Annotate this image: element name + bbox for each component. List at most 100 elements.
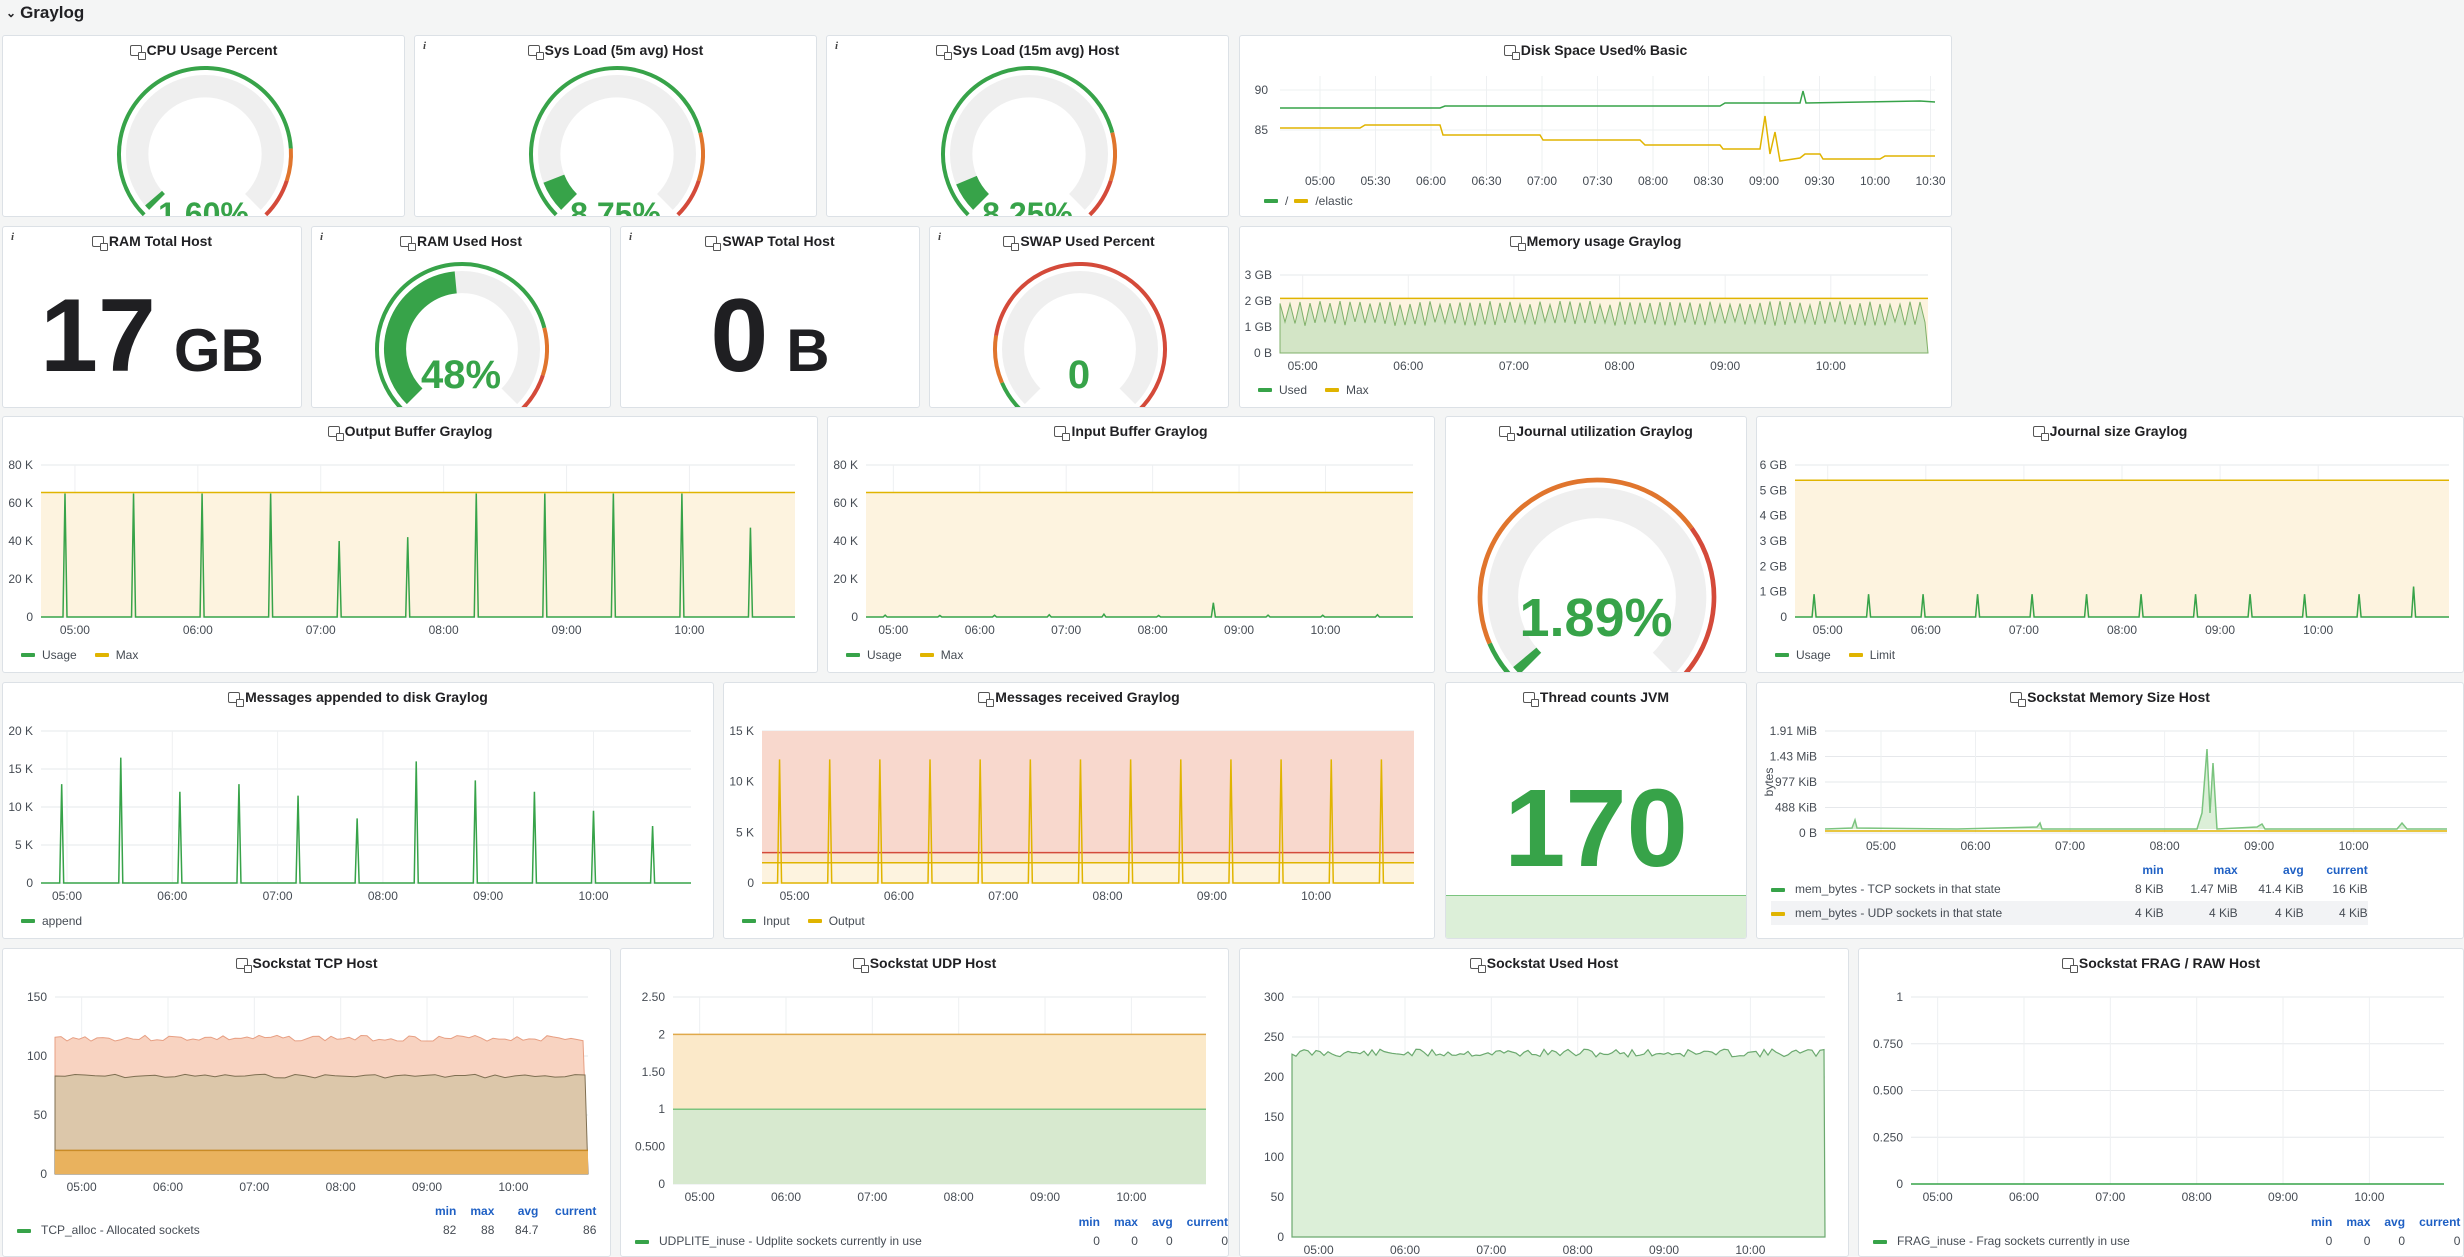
legend-item[interactable]: Max [920, 648, 964, 662]
legend-item[interactable]: Usage [1775, 648, 1831, 662]
legend-item[interactable]: Max [1325, 383, 1369, 397]
stat-value: 170 [1446, 765, 1746, 892]
y-tick-label: 150 [1264, 1110, 1284, 1124]
x-tick-label: 06:00 [965, 623, 995, 637]
y-tick-label: 0 [851, 610, 858, 624]
panel-thread-counts[interactable]: Thread counts JVM 170 [1445, 682, 1747, 939]
panel-sys-load-5m[interactable]: i Sys Load (5m avg) Host 8.75% [414, 35, 817, 217]
panel-sockstat-memory[interactable]: Sockstat Memory Size Host 0 B 488 KiB 977 … [1756, 682, 2464, 939]
x-tick-label: 09:00 [412, 1180, 442, 1194]
panel-swap-used[interactable]: i SWAP Used Percent 0 [929, 226, 1229, 408]
y-tick-label: 1.91 MiB [1770, 724, 1817, 738]
x-tick-label: 08:30 [1693, 174, 1723, 188]
panel-journal-utilization[interactable]: Journal utilization Graylog 1.89% [1445, 416, 1747, 673]
legend-item[interactable]: Usage [21, 648, 77, 662]
output-buffer-chart: 020 K40 K60 K80 K05:00 06:00 07:00 08:00 09:… [3, 417, 818, 673]
panel-sockstat-frag[interactable]: Sockstat FRAG / RAW Host 0 0.250 0.500 0.75… [1858, 948, 2464, 1257]
x-tick-label: 06:00 [1390, 1243, 1420, 1257]
y-tick-label: 5 GB [1760, 483, 1787, 497]
legend-item[interactable]: Output [808, 914, 865, 928]
legend-row[interactable]: UDPLITE_inuse - Udplite sockets currentl… [635, 1229, 1228, 1253]
x-tick-label: 05:00 [1305, 174, 1335, 188]
y-tick-label: 0.500 [1873, 1084, 1903, 1098]
x-tick-label: 09:00 [1710, 359, 1740, 373]
legend-item[interactable]: /elastic [1294, 194, 1352, 208]
panel-messages-appended[interactable]: Messages appended to disk Graylog 0 5 K 10… [2, 682, 714, 939]
panel-input-buffer[interactable]: Input Buffer Graylog 0 20 K 40 K 60 K 80 K 05… [827, 416, 1435, 673]
legend-row[interactable]: mem_bytes - UDP sockets in that state 4 K… [1771, 901, 2368, 925]
panel-sockstat-used[interactable]: Sockstat Used Host 0 50 100 150 200 250 300 05:… [1239, 948, 1849, 1257]
x-tick-label: 10:00 [1735, 1243, 1765, 1257]
legend-item[interactable]: Input [742, 914, 790, 928]
x-tick-label: 07:00 [2055, 839, 2085, 853]
legend-row[interactable]: mem_bytes - TCP sockets in that state 8 K… [1771, 877, 2368, 901]
panel-output-buffer[interactable]: Output Buffer Graylog 0 20 K 40 K 60 K 80 K0… [2, 416, 818, 673]
panel-memory-usage[interactable]: Memory usage Graylog 0 B 1 GB 2 GB 3 GB 05:0… [1239, 226, 1952, 408]
legend-item[interactable]: / [1264, 194, 1288, 208]
gauge-threshold-arc [1111, 133, 1115, 181]
x-tick-label: 09:00 [1224, 623, 1254, 637]
legend-row[interactable]: FRAG_inuse - Frag sockets currently in u… [1873, 1229, 2460, 1253]
chevron-down-icon: ⌄ [6, 6, 16, 20]
x-tick-label: 09:00 [2244, 839, 2274, 853]
threshold-band [866, 492, 1413, 617]
x-tick-label: 07:00 [1499, 359, 1529, 373]
x-tick-label: 08:00 [326, 1180, 356, 1194]
legend-table: min max avg current UDPLITE_inuse - Udplite… [635, 1215, 1228, 1253]
x-tick-label: 09:00 [2268, 1190, 2298, 1204]
dashboard-link-icon [705, 236, 717, 247]
x-tick-label: 08:00 [368, 889, 398, 903]
panel-title[interactable]: RAM Total Host [3, 233, 301, 249]
y-tick-label: 40 K [833, 534, 858, 548]
x-tick-label: 07:00 [239, 1180, 269, 1194]
x-tick-label: 05:00 [52, 889, 82, 903]
y-tick-label: 0.750 [1873, 1037, 1903, 1051]
legend-item[interactable]: Max [95, 648, 139, 662]
legend-item[interactable]: Usage [846, 648, 902, 662]
legend-item[interactable]: Limit [1849, 648, 1895, 662]
y-axis-label: bytes [1762, 768, 1776, 797]
x-tick-label: 07:00 [2009, 623, 2039, 637]
y-tick-label: 1.50 [642, 1065, 666, 1079]
stat-value: 17 GB [3, 277, 301, 396]
panel-ram-total[interactable]: i RAM Total Host 17 GB [2, 226, 302, 408]
x-tick-label: 06:00 [884, 889, 914, 903]
panel-journal-size[interactable]: Journal size Graylog 0 1 GB 2 GB 3 GB 4 GB 5 … [1756, 416, 2464, 673]
panel-cpu-usage[interactable]: CPU Usage Percent 1.60% [2, 35, 405, 217]
panel-disk-space[interactable]: Disk Space Used% Basic 90 85 05:00 05:30 06:… [1239, 35, 1952, 217]
gauge [3, 36, 405, 217]
y-tick-label: 20 K [8, 724, 33, 738]
x-tick-label: 10:00 [2303, 623, 2333, 637]
y-tick-label: 20 K [833, 572, 858, 586]
legend-item[interactable]: Used [1258, 383, 1307, 397]
y-tick-label: 0 [1277, 1230, 1284, 1244]
panel-sockstat-tcp[interactable]: Sockstat TCP Host 0 50 100 150 05:00 06:00 07:… [2, 948, 611, 1257]
x-tick-label: 10:00 [674, 623, 704, 637]
gauge-value: 8.25% [827, 196, 1228, 217]
panel-sockstat-udp[interactable]: Sockstat UDP Host 0 0.500 1 1.50 2 2.50 05:00 0… [620, 948, 1229, 1257]
panel-title[interactable]: SWAP Total Host [621, 233, 919, 249]
x-tick-label: 08:00 [2150, 839, 2180, 853]
legend-item[interactable]: append [21, 914, 82, 928]
y-tick-label: 10 K [729, 775, 754, 789]
x-tick-label: 09:00 [2205, 623, 2235, 637]
row-header-graylog[interactable]: ⌄ Graylog [0, 0, 84, 26]
panel-ram-used[interactable]: i RAM Used Host 48% [311, 226, 611, 408]
panel-messages-received[interactable]: Messages received Graylog 0 5 K 10 K 15 K 05… [723, 682, 1435, 939]
sockstat-udp-chart: 00.50011.5022.5005:00 06:00 07:00 08:00 09:0… [621, 949, 1229, 1257]
panel-swap-total[interactable]: i SWAP Total Host 0B [620, 226, 920, 408]
panel-sys-load-15m[interactable]: i Sys Load (15m avg) Host 8.25% [826, 35, 1229, 217]
legend-row[interactable]: TCP_alloc - Allocated sockets 82 88 84.7 86 [17, 1218, 596, 1242]
chart-legend: Input Output [742, 914, 865, 928]
y-tick-label: 90 [1255, 83, 1269, 97]
y-tick-label: 150 [27, 990, 47, 1004]
x-tick-label: 09:00 [552, 623, 582, 637]
panel-title[interactable]: Thread counts JVM [1446, 689, 1746, 705]
gauge-threshold-arc [287, 149, 291, 181]
y-tick-label: 4 GB [1760, 509, 1787, 523]
threshold-band [1795, 480, 2449, 617]
y-tick-label: 1 [1896, 990, 1903, 1004]
x-tick-label: 06:00 [771, 1190, 801, 1204]
received-chart: 0 5 K 10 K 15 K 05:00 06:00 07:00 08:00 09:00 10:… [724, 683, 1435, 939]
chart-legend: Usage Limit [1775, 648, 1895, 662]
